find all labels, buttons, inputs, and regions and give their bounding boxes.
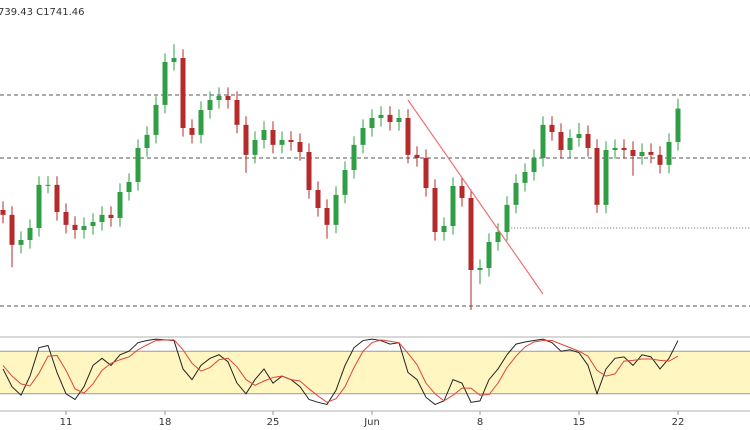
stoch-line (2, 338, 679, 406)
x-tick-label: 8 (477, 417, 483, 428)
candle-body (459, 186, 465, 198)
candle-body (117, 192, 123, 218)
candle-body (9, 214, 15, 245)
candle-body (585, 134, 591, 148)
candle-body (396, 118, 402, 122)
x-tick-label: 11 (60, 417, 73, 428)
candle-body (180, 58, 186, 128)
candle-body (333, 194, 339, 225)
x-tick-label: 22 (672, 417, 685, 428)
candle-body (279, 140, 285, 145)
x-tick-label: 25 (267, 417, 280, 428)
candle-body (666, 142, 672, 165)
candle-body (540, 124, 546, 158)
candle-body (522, 172, 528, 183)
candle-body (252, 140, 258, 155)
candle-body (468, 198, 474, 270)
candle-body (99, 214, 105, 222)
stoch-band (0, 351, 750, 394)
stoch-line (2, 339, 679, 403)
candle-body (648, 152, 654, 155)
candle-body (378, 114, 384, 118)
candle-body (324, 208, 330, 225)
candle-body (243, 124, 249, 155)
candle-body (621, 148, 627, 150)
candle-body (423, 158, 429, 188)
candle-body (315, 190, 321, 208)
candle-body (297, 142, 303, 152)
candle-body (576, 134, 582, 138)
candle-body (441, 226, 447, 232)
candle-body (504, 204, 510, 232)
candle-body (342, 170, 348, 195)
x-tick-label: 18 (159, 417, 172, 428)
candle-body (198, 110, 204, 135)
candle-body (270, 130, 276, 145)
candle-body (135, 148, 141, 182)
candle-body (63, 212, 69, 225)
candle-body (162, 62, 168, 105)
candle-body (630, 150, 636, 156)
candle-body (531, 158, 537, 172)
candle-body (360, 128, 366, 145)
candle-body (567, 138, 573, 150)
candle-body (288, 140, 294, 142)
candle-body (18, 240, 24, 245)
candle-body (369, 118, 375, 128)
candle-body (72, 224, 78, 230)
candle-body (405, 118, 411, 155)
candle-body (108, 214, 114, 218)
candle-body (414, 154, 420, 158)
candle-body (477, 268, 483, 270)
candle-body (216, 96, 222, 100)
candle-body (549, 124, 555, 132)
candle-body (54, 184, 60, 212)
candle-body (45, 184, 51, 186)
candle-body (27, 228, 33, 240)
candle-body (225, 96, 231, 100)
candle-body (306, 152, 312, 190)
candle-body (126, 182, 132, 192)
x-tick-label: Jun (363, 417, 380, 428)
candle-body (639, 152, 645, 156)
x-tick-label: 15 (573, 417, 586, 428)
candle-body (486, 242, 492, 268)
candle-body (171, 58, 177, 62)
candle-body (495, 232, 501, 242)
candle-body (657, 154, 663, 165)
candle-body (234, 100, 240, 125)
candle-body (612, 148, 618, 150)
candle-body (36, 184, 42, 228)
candle-body (81, 226, 87, 230)
ohlc-header: 739.43 C1741.46 (0, 7, 85, 18)
candle-body (387, 114, 393, 122)
candle-body (513, 182, 519, 205)
candle-body (261, 130, 267, 140)
candle-body (0, 210, 6, 215)
candle-body (432, 188, 438, 232)
candle-body (189, 128, 195, 135)
candle-body (594, 148, 600, 205)
candle-body (558, 132, 564, 150)
candle-body (603, 150, 609, 205)
candle-body (207, 100, 213, 110)
candle-body (144, 134, 150, 148)
candle-body (153, 104, 159, 135)
candle-body (90, 222, 96, 226)
trendline (407, 99, 544, 295)
candle-body (450, 186, 456, 226)
candle-body (351, 144, 357, 170)
candle-body (675, 108, 681, 142)
